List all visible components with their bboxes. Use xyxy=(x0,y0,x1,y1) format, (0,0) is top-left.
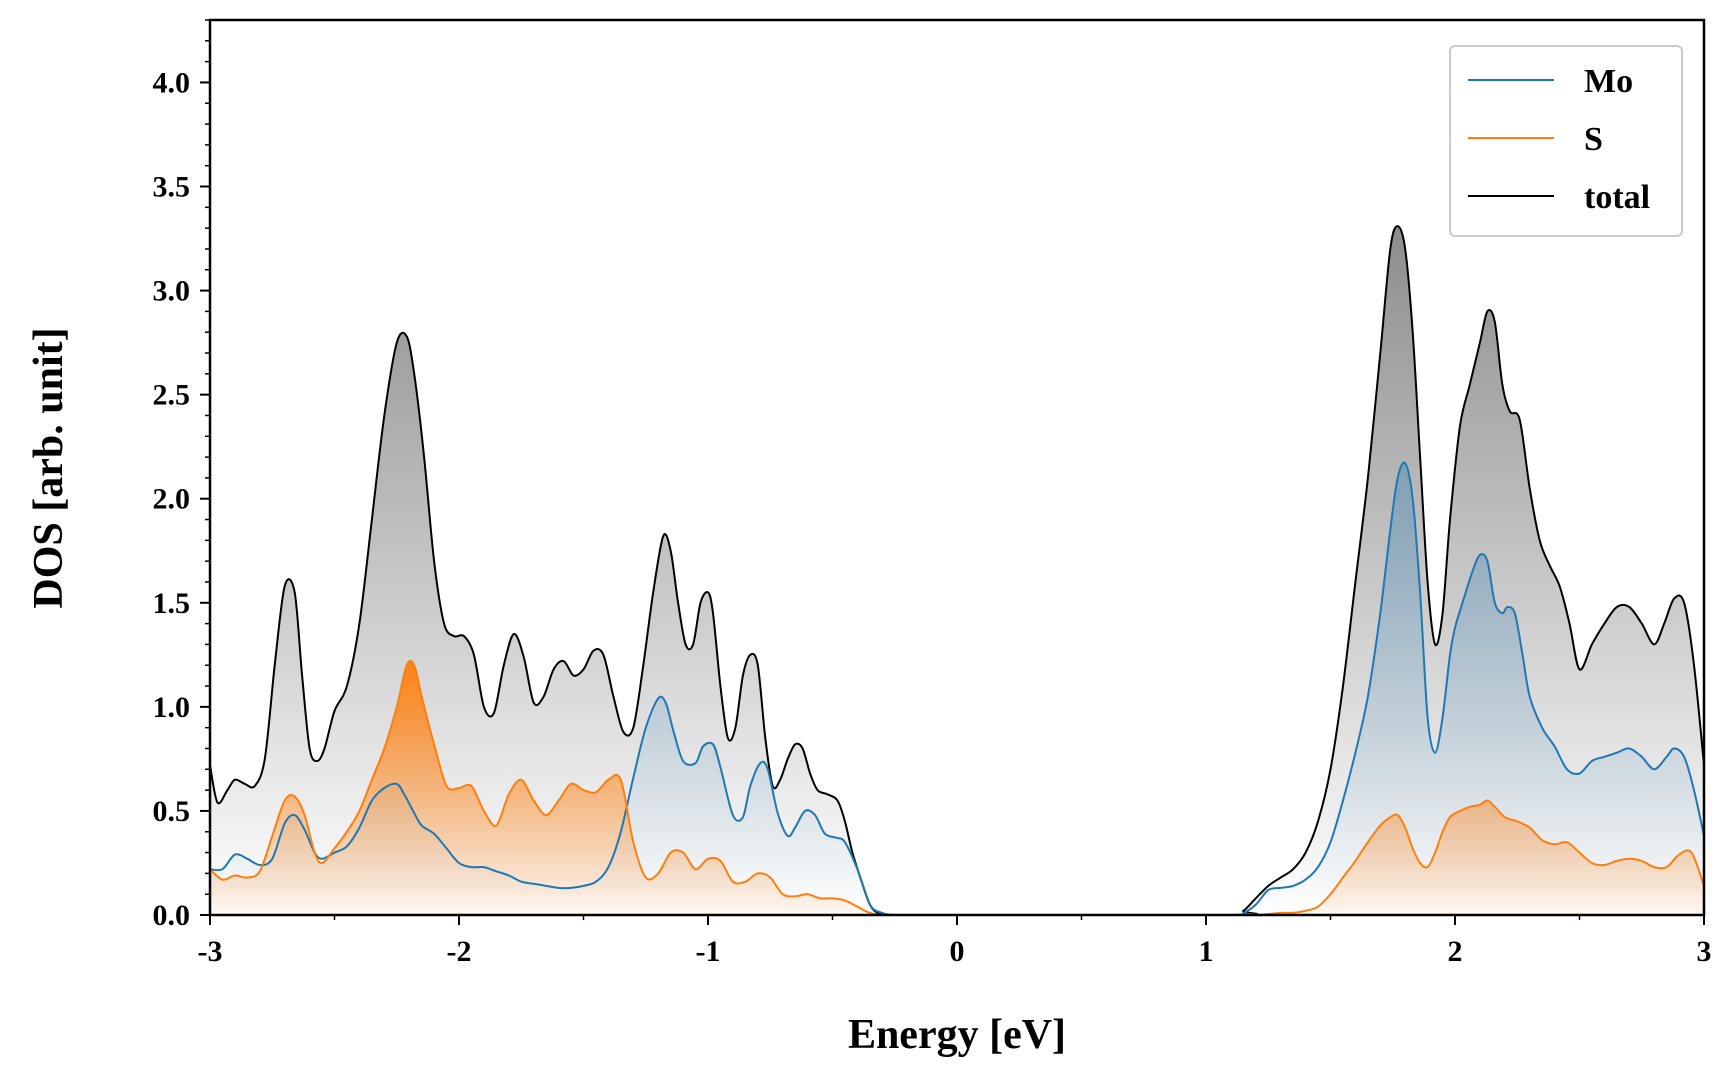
x-axis-title: Energy [eV] xyxy=(848,1012,1066,1058)
series-fill-total xyxy=(210,226,1704,915)
y-tick-label: 2.5 xyxy=(153,379,191,412)
y-tick-label: 0.5 xyxy=(153,795,191,828)
x-tick-label: 3 xyxy=(1697,935,1712,968)
legend-label-s: S xyxy=(1584,121,1603,158)
x-axis-ticks: -3 -2 -1 0 1 2 3 xyxy=(198,915,1712,968)
series-lines xyxy=(210,225,1704,915)
y-tick-label: 3.0 xyxy=(153,275,191,308)
legend-box xyxy=(1449,45,1683,237)
y-tick-label: 2.0 xyxy=(153,483,191,516)
series-line-total xyxy=(210,225,1704,915)
y-tick-label: 1.0 xyxy=(153,691,191,724)
area-fills xyxy=(210,226,1704,915)
x-tick-label: -2 xyxy=(447,935,472,968)
x-tick-label: 2 xyxy=(1448,935,1463,968)
y-tick-label: 0.0 xyxy=(153,899,191,932)
x-tick-label: 1 xyxy=(1199,935,1214,968)
y-tick-label: 1.5 xyxy=(153,587,191,620)
legend-label-mo: Mo xyxy=(1584,63,1633,100)
y-axis-title: DOS [arb. unit] xyxy=(26,327,72,608)
x-tick-label: -1 xyxy=(696,935,721,968)
x-tick-label: 0 xyxy=(950,935,965,968)
legend-label-total: total xyxy=(1584,179,1650,216)
y-tick-label: 4.0 xyxy=(153,66,191,99)
series-fill-s xyxy=(210,660,1704,915)
series-line-mo xyxy=(210,461,1704,915)
series-line-s xyxy=(210,659,1704,915)
x-tick-label: -3 xyxy=(198,935,223,968)
y-axis-ticks: 0.0 0.5 1.0 1.5 2.0 2.5 3.0 3.5 4.0 xyxy=(153,19,210,932)
legend: Mo S total xyxy=(1449,45,1683,237)
y-tick-label: 3.5 xyxy=(153,171,191,204)
